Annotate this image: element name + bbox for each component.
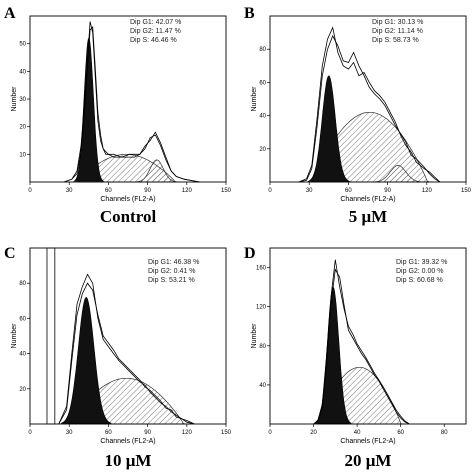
plot-frame [29, 247, 227, 425]
panel-caption: 5 μM [349, 207, 387, 226]
panel-a: A Control 0 30 60 90 120 150 10 20 30 40 50 Channels … [4, 5, 232, 226]
x-tick-label: 0 [268, 188, 272, 194]
panel-c: C 10 μM 0 30 60 90 120 150 20 40 60 80 Channels (FL2… [4, 245, 232, 470]
x-tick-label: 150 [221, 188, 232, 194]
panel-letter: B [244, 5, 255, 22]
x-tick-label: 120 [182, 430, 193, 436]
x-tick-label: 60 [345, 188, 352, 194]
histogram-trace-1 [313, 259, 410, 425]
x-tick-label: 0 [28, 430, 32, 436]
y-tick-label: 60 [259, 80, 266, 86]
stat-line: Dip S: 53.21 % [148, 277, 195, 284]
y-axis-label: Number [11, 323, 18, 349]
x-tick-label: 30 [306, 188, 313, 194]
histogram-trace-1 [298, 26, 441, 183]
x-tick-label: 150 [461, 188, 472, 194]
stat-line: Dip G2: 11.47 % [130, 28, 181, 35]
stat-line: Dip S: 58.73 % [372, 37, 419, 44]
x-tick-label: 60 [105, 188, 112, 194]
g1-peak-area [61, 296, 112, 424]
x-tick-label: 120 [182, 188, 193, 194]
y-tick-label: 60 [19, 316, 26, 322]
x-tick-label: 30 [66, 430, 73, 436]
x-tick-label: 80 [441, 430, 448, 436]
g1-peak-area [307, 75, 350, 182]
x-tick-label: 0 [28, 188, 32, 194]
y-tick-label: 160 [256, 266, 267, 272]
y-tick-label: 20 [19, 387, 26, 393]
y-tick-label: 80 [259, 47, 266, 53]
y-axis-label: Number [11, 86, 18, 112]
x-tick-label: 90 [144, 430, 151, 436]
stat-line: Dip S: 60.68 % [396, 277, 443, 284]
panel-letter: C [4, 245, 16, 262]
x-tick-label: 120 [422, 188, 433, 194]
x-tick-label: 0 [268, 430, 272, 436]
y-tick-label: 40 [19, 352, 26, 358]
panel-caption: Control [100, 207, 157, 226]
y-tick-label: 40 [259, 114, 266, 120]
y-tick-label: 30 [19, 97, 26, 103]
stat-line: Dip G1: 39.32 % [396, 259, 447, 266]
y-tick-label: 10 [19, 152, 26, 158]
x-tick-label: 60 [105, 430, 112, 436]
plot-frame [269, 15, 467, 183]
x-tick-label: 150 [221, 430, 232, 436]
g2-peak-area [137, 159, 177, 183]
y-tick-label: 50 [19, 42, 26, 48]
y-tick-label: 20 [259, 147, 266, 153]
stat-line: Dip G2: 0.41 % [148, 268, 195, 275]
x-axis-label: Channels (FL2-A) [100, 438, 155, 445]
y-tick-label: 40 [259, 383, 266, 389]
panel-caption: 20 μM [345, 451, 392, 470]
panel-caption: 10 μM [105, 451, 152, 470]
panel-b: B 5 μM 0 30 60 90 120 150 20 40 60 80 Channels (FL2-… [244, 5, 472, 226]
histogram-trace-1 [58, 273, 195, 425]
stat-line: Dip G2: 11.14 % [372, 28, 423, 35]
x-tick-label: 60 [397, 430, 404, 436]
y-tick-label: 80 [19, 281, 26, 287]
x-tick-label: 90 [384, 188, 391, 194]
x-tick-label: 30 [66, 188, 73, 194]
g2-peak-area [374, 165, 422, 183]
stat-line: Dip G2: 0.00 % [396, 268, 443, 275]
y-tick-label: 120 [256, 305, 267, 311]
x-axis-label: Channels (FL2-A) [340, 196, 395, 203]
stat-line: Dip G1: 30.13 % [372, 19, 423, 26]
y-tick-label: 20 [19, 125, 26, 131]
histogram-trace-2 [63, 26, 200, 183]
gate-marker [46, 247, 56, 425]
panel-d: D 20 μM 0 20 40 60 80 40 80 120 160 Channels (FL2-A… [244, 245, 467, 470]
panel-letter: D [244, 245, 256, 262]
histogram-trace-2 [58, 282, 195, 425]
histogram-trace-2 [313, 268, 410, 425]
x-axis-label: Channels (FL2-A) [100, 196, 155, 203]
y-axis-label: Number [251, 86, 258, 112]
panel-letter: A [4, 5, 16, 22]
histogram-trace-1 [63, 21, 200, 183]
plot-frame [269, 247, 467, 425]
x-axis-label: Channels (FL2-A) [340, 438, 395, 445]
y-tick-label: 80 [259, 344, 266, 350]
histogram-trace-2 [298, 34, 441, 183]
stat-line: Dip G1: 42.07 % [130, 19, 181, 26]
x-tick-label: 40 [354, 430, 361, 436]
stat-line: Dip S: 46.46 % [130, 37, 177, 44]
y-axis-label: Number [251, 323, 258, 349]
stat-line: Dip G1: 46.38 % [148, 259, 199, 266]
x-tick-label: 90 [144, 188, 151, 194]
y-tick-label: 40 [19, 69, 26, 75]
x-tick-label: 20 [310, 430, 317, 436]
